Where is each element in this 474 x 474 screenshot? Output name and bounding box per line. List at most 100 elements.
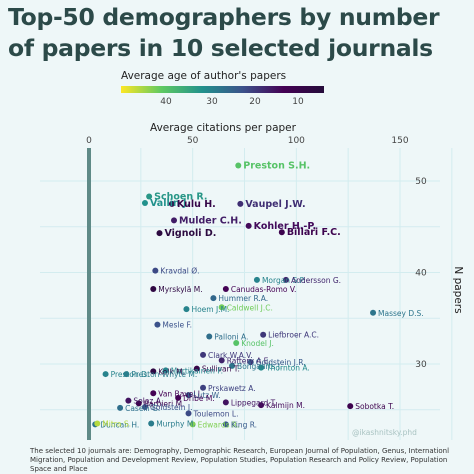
data-point [200,351,207,358]
data-point [150,390,157,397]
data-point [222,421,229,428]
point-label: Kravdal Ø. [160,267,199,276]
data-point [282,276,289,283]
data-point [222,285,229,292]
point-label: Dribe M. [183,394,215,403]
data-point [370,309,377,316]
legend-tick: 30 [206,97,218,107]
data-points [92,162,377,428]
data-point [125,397,132,404]
data-point [347,403,354,410]
x-tick-label: 150 [391,136,408,146]
point-label: Palloni A. [214,333,248,342]
point-label: Lutz W. [194,391,221,400]
data-point [146,193,153,200]
data-point [247,359,254,366]
data-point [245,222,252,229]
point-label: Vallin J. [150,198,190,209]
point-label: Kolk M. [158,367,185,376]
data-point [162,367,169,374]
data-point [94,420,101,427]
point-label: Billari F.C. [287,227,341,238]
point-label: Hummer R.A. [218,294,268,303]
y-tick-label: 40 [415,269,427,279]
data-point [135,400,142,407]
data-point [152,267,159,274]
data-point [260,331,267,338]
data-point [185,392,192,399]
point-label: Barbieri M. [144,399,185,408]
point-label: Toulemon L. [193,409,239,418]
y-tick-label: 30 [415,360,427,370]
point-label: Kohler H.-P. [254,221,317,232]
point-label: Thornton A. [265,364,310,373]
point-label: Liefbroer A.C. [268,331,319,340]
data-point [185,410,192,417]
chart-title: Top-50 demographers by number of papers … [8,3,440,62]
point-label: Canudas-Romo V. [231,285,297,294]
data-point [253,276,260,283]
point-label: Caselli G. [125,404,160,413]
point-label: Morgan S.P. [262,276,305,285]
point-label: Caldwell J.C. [227,303,273,312]
point-label: Kulu H. [177,199,216,210]
point-label: Preston-Whyte M. [131,370,197,379]
point-label: Duncan H. [100,420,139,429]
data-point [233,339,240,346]
point-label: Bongaarts J. [237,362,282,371]
data-point [210,295,217,302]
data-point [183,306,190,313]
point-label: Kalmijn M. [266,401,305,410]
point-label: Vaupel J.W. [245,199,305,210]
legend-title: Average age of author's papers [121,70,287,82]
point-label: Preston S.H. [243,160,310,171]
point-label: Lippegard T. [231,398,277,407]
point-label: Martikainen P. [171,366,223,375]
x-tick-label: 50 [187,136,199,146]
point-label: Goldstein J. [150,403,193,412]
data-point [148,420,155,427]
point-labels: Preston S.H. Schoen R.Vallin J.Kulu H. Vau… [100,160,423,429]
point-label: Mulder C.H. [179,215,242,226]
y-tick-label: 50 [415,177,427,187]
point-label: Prskawetz A. [208,384,256,393]
data-point [229,362,236,369]
legend-tick: 40 [160,97,172,107]
axis-ticks: 0 50 100 150 30 40 50 [86,136,427,370]
point-label: Van Bavel J. [158,389,202,398]
data-point [154,321,161,328]
data-point [258,402,265,409]
data-point [258,364,265,371]
data-point [278,229,285,236]
data-point [141,404,148,411]
point-label: Preston D. [111,370,150,379]
point-label: Vignoli D. [164,228,216,239]
data-point [237,200,244,207]
point-label: Mitra S. [102,419,131,428]
data-point [117,404,124,411]
x-axis-label: Average citations per paper [150,122,296,134]
point-label: Edwards R. [198,420,240,429]
data-point [150,285,157,292]
point-label: Myrskylä M. [158,285,202,294]
data-point [175,394,182,401]
data-point [222,399,229,406]
data-point [102,371,109,378]
data-point [235,162,242,169]
data-point [168,200,175,207]
footer-note: The selected 10 journals are: Demography… [30,447,450,473]
data-point [141,199,148,206]
point-label: Hoem J.M. [191,305,229,314]
data-point [189,421,196,428]
data-point [218,357,225,364]
data-point [193,365,200,372]
legend-tick: 10 [292,97,304,107]
point-label: Clark W.A.V. [208,351,253,360]
watermark: @ikashnitsky.phd [352,428,417,437]
data-point [200,384,207,391]
point-label: Schoen R. [154,192,207,203]
point-label: Mesle F. [162,321,192,330]
data-point [156,230,163,237]
data-point [206,333,213,340]
